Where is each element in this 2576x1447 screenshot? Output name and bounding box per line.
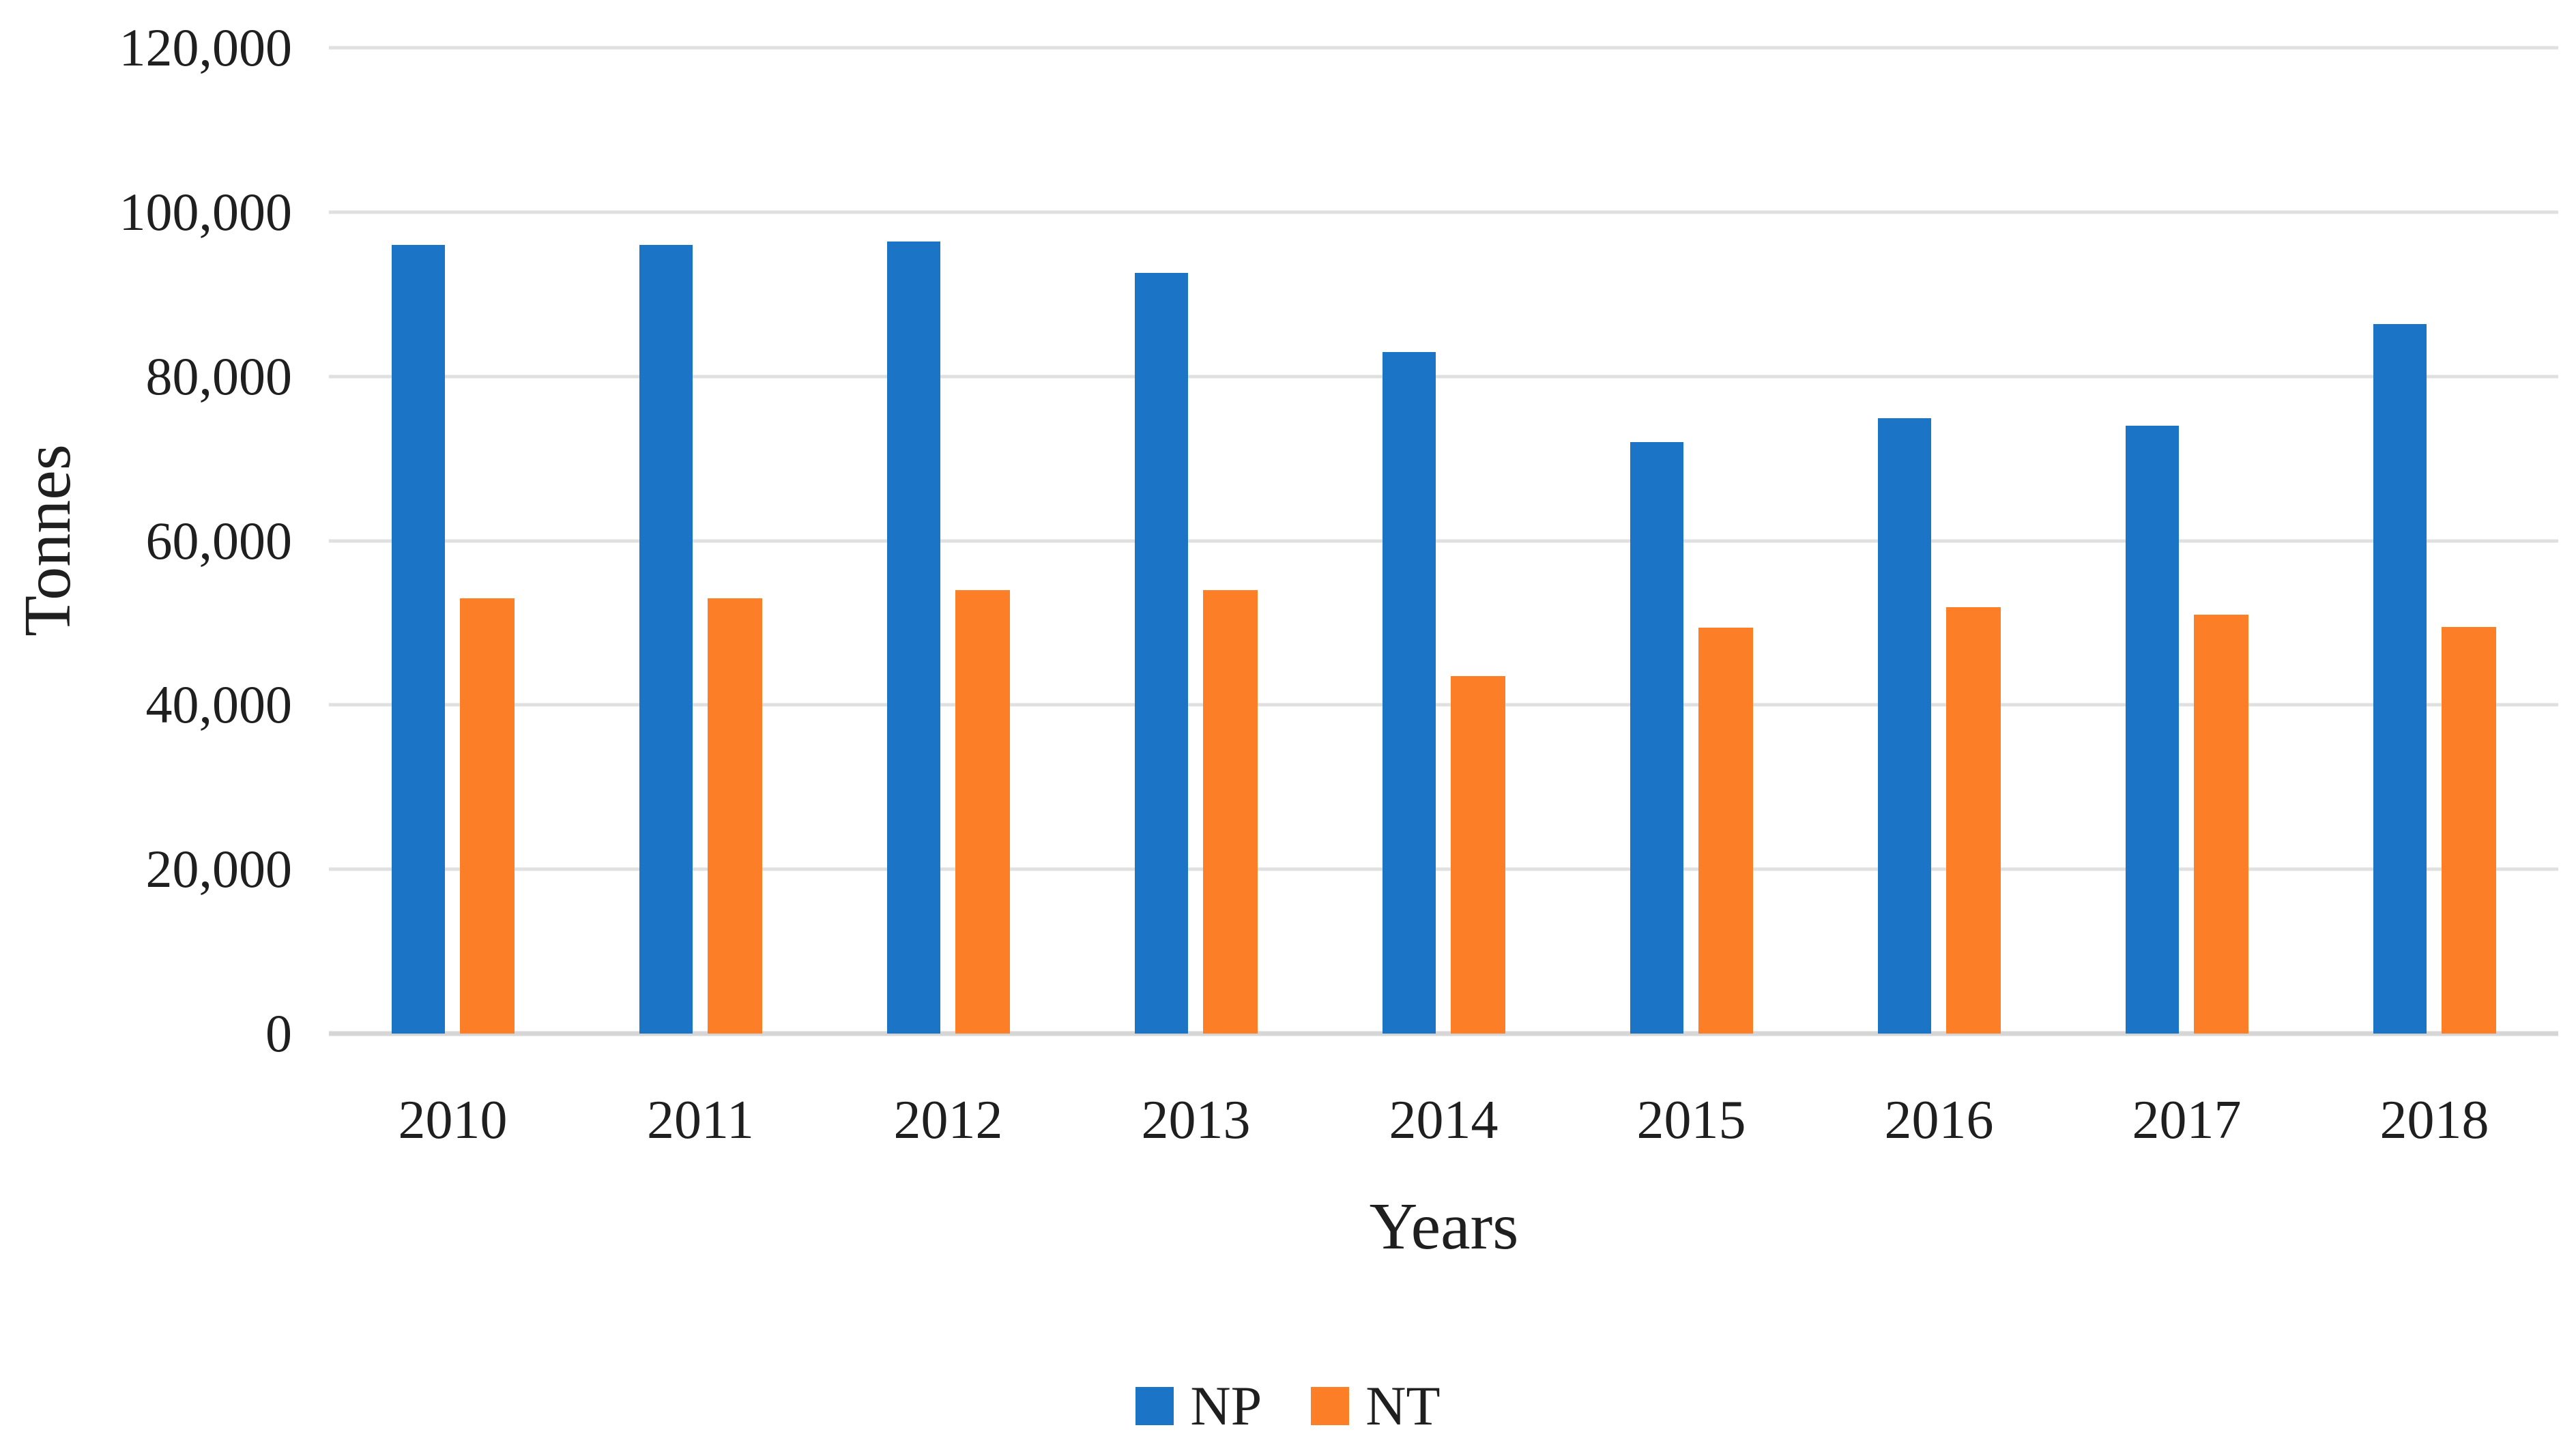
x-tick-label-2014: 2014 [1389,1090,1499,1150]
bar-np-2016 [1877,418,1931,1034]
category-group-2014 [1320,48,1567,1034]
bar-np-2015 [1630,442,1683,1034]
bar-nt-2015 [1698,628,1753,1034]
y-axis-tick-labels: 0 20,000 40,000 60,000 80,000 100,000 120,000 [0,21,293,1060]
category-group-2018 [2311,48,2558,1034]
x-axis-line [329,1031,2558,1036]
y-tick-label: 0 [265,1004,292,1063]
bar-np-2018 [2373,323,2427,1034]
legend-item-nt: NT [1311,1375,1441,1437]
x-tick-label-2016: 2016 [1884,1090,1994,1150]
category-group-2013 [1072,48,1320,1034]
y-tick-label: 100,000 [119,181,293,242]
legend-swatch-np [1135,1387,1174,1425]
bar-np-2017 [2125,425,2179,1034]
gridline-20000 [329,867,2558,871]
bar-np-2012 [886,242,940,1034]
bar-nt-2014 [1450,676,1505,1034]
x-tick-label-2010: 2010 [398,1090,508,1150]
y-tick-label: 120,000 [119,18,293,77]
bar-np-2014 [1382,351,1436,1034]
bar-nt-2012 [955,589,1010,1034]
category-group-2010 [329,48,577,1034]
gridline-60000 [329,539,2558,542]
gridline-40000 [329,703,2558,707]
category-group-2015 [1567,48,1815,1034]
category-group-2017 [2063,48,2311,1034]
bar-np-2010 [391,245,445,1034]
x-tick-label-2011: 2011 [646,1090,755,1150]
gridline-80000 [329,375,2558,379]
bar-nt-2016 [1945,607,2001,1034]
x-tick-label-2015: 2015 [1636,1090,1746,1150]
y-tick-label: 80,000 [145,346,293,406]
gridline-100000 [329,210,2558,214]
x-tick-label-2012: 2012 [893,1090,1003,1150]
x-tick-label-2017: 2017 [2132,1090,2242,1150]
category-group-2016 [1815,48,2063,1034]
bar-nt-2018 [2441,626,2496,1034]
legend-swatch-nt [1311,1387,1350,1425]
chart-legend: NP NT [0,1378,2576,1434]
x-axis-category-labels: 2010 2011 2012 2013 2014 2015 2016 2017 2018 [329,1093,2558,1148]
gridline-120000 [329,46,2558,50]
x-tick-label-2013: 2013 [1141,1090,1251,1150]
bar-nt-2010 [459,598,515,1034]
legend-item-np: NP [1135,1378,1262,1434]
bar-np-2013 [1134,272,1188,1034]
bar-np-2011 [639,245,693,1034]
y-tick-label: 60,000 [145,510,293,570]
y-tick-label: 20,000 [145,839,293,899]
y-tick-label: 40,000 [145,675,293,735]
plot-area [329,46,2558,1036]
category-group-2012 [824,48,1072,1034]
bars-layer [329,48,2558,1034]
bar-nt-2017 [2193,614,2248,1034]
legend-label-np: NP [1190,1375,1262,1437]
category-group-2011 [577,48,824,1034]
x-tick-label-2018: 2018 [2379,1090,2489,1150]
bar-nt-2011 [707,598,762,1034]
x-axis-title: Years [1369,1190,1519,1263]
bar-nt-2013 [1202,589,1258,1034]
legend-label-nt: NT [1365,1375,1441,1437]
